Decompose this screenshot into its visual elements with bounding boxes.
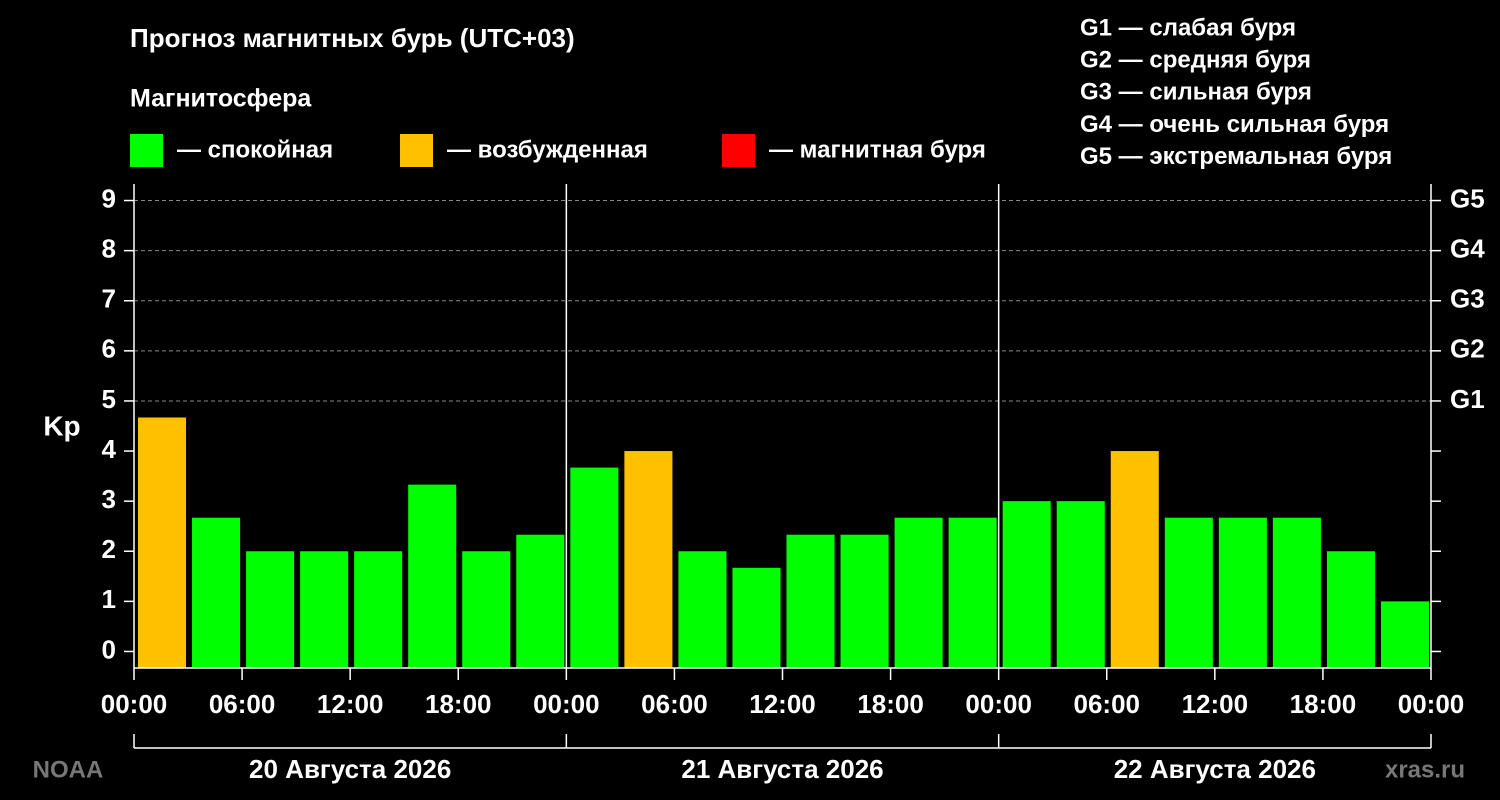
bar [678,551,727,668]
scale-legend-item: G3 — сильная буря [1080,79,1312,106]
bar [894,517,943,668]
bar [786,534,835,668]
legend-label: — возбужденная [447,136,648,163]
y-tick-label: 7 [102,284,116,314]
y-tick-label: 4 [102,434,117,464]
y-tick-label: 6 [102,334,116,364]
bar [732,567,781,668]
x-tick-label: 06:00 [1074,689,1141,719]
legend-title: Магнитосфера [130,85,312,113]
bar [408,484,457,668]
x-tick-label: 18:00 [857,689,924,719]
legend-swatch [130,134,163,167]
x-tick-label: 00:00 [1398,689,1465,719]
bar [570,467,619,668]
legend-swatch [400,134,433,167]
y2-tick-label: G1 [1450,384,1485,414]
bar [1380,601,1429,668]
bar [624,451,673,668]
bar [138,417,187,668]
site: xras.ru [1385,756,1465,783]
bar [1272,517,1321,668]
y-tick-label: 0 [102,634,116,664]
y-tick-label: 3 [102,484,116,514]
bar [354,551,403,668]
y-tick-label: 1 [102,584,116,614]
scale-legend-item: G1 — слабая буря [1080,14,1296,41]
bar [1002,501,1051,668]
y-tick-label: 5 [102,384,116,414]
source: NOAA [33,756,104,783]
x-tick-label: 12:00 [1182,689,1249,719]
x-tick-label: 00:00 [965,689,1032,719]
legend-label: — магнитная буря [769,136,986,163]
bar [300,551,349,668]
y2-tick-label: G4 [1450,234,1485,264]
x-tick-label: 00:00 [533,689,600,719]
y2-tick-label: G5 [1450,183,1485,213]
x-tick-label: 06:00 [209,689,276,719]
chart-title: Прогноз магнитных бурь (UTC+03) [130,23,575,53]
bar [516,534,565,668]
scale-legend-item: G4 — очень сильная буря [1080,111,1389,138]
bar [948,517,997,668]
day-label: 22 Августа 2026 [1114,754,1316,784]
y2-tick-label: G2 [1450,334,1485,364]
y-axis-label: Kp [43,410,80,441]
x-tick-label: 18:00 [425,689,492,719]
day-label: 21 Августа 2026 [681,754,883,784]
y2-tick-label: G3 [1450,284,1485,314]
bar [1056,501,1105,668]
scale-legend-item: G2 — средняя буря [1080,47,1311,74]
day-label: 20 Августа 2026 [249,754,451,784]
x-tick-label: 12:00 [749,689,816,719]
bar [1218,517,1267,668]
y-tick-label: 8 [102,234,116,264]
bar [246,551,295,668]
x-tick-label: 00:00 [101,689,168,719]
bar [1164,517,1213,668]
legend-swatch [722,134,755,167]
x-tick-label: 18:00 [1290,689,1357,719]
bar [1110,451,1159,668]
bar [1326,551,1375,668]
legend-label: — спокойная [177,136,333,163]
y-tick-label: 9 [102,183,116,213]
bar [840,534,889,668]
x-tick-label: 12:00 [317,689,384,719]
x-tick-label: 06:00 [641,689,708,719]
y-tick-label: 2 [102,534,116,564]
bar [192,517,241,668]
scale-legend-item: G5 — экстремальная буря [1080,143,1392,170]
bar [462,551,511,668]
